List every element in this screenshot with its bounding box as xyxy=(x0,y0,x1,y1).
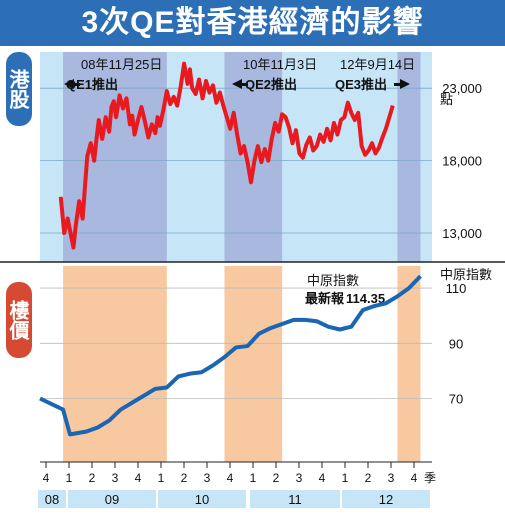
quarter-tick-label: 1 xyxy=(66,471,73,485)
stock-ytick-label: 18,000 xyxy=(442,154,482,169)
qe2-label: QE2推出 xyxy=(245,77,297,92)
quarter-tick-label: 4 xyxy=(319,471,326,485)
qe3-arrow-right-icon xyxy=(394,79,410,89)
stocks-tab-label: 港股 xyxy=(6,52,32,126)
year-band xyxy=(38,490,66,508)
quarter-tick-label: 2 xyxy=(365,471,372,485)
quarter-tick-label: 4 xyxy=(135,471,142,485)
year-label: 12 xyxy=(379,492,393,507)
quarter-tick-label: 1 xyxy=(158,471,165,485)
property-annotation-title: 中原指數 xyxy=(307,273,359,288)
property-annotation-label: 最新報 xyxy=(305,291,345,306)
quarter-tick-label: 4 xyxy=(43,471,50,485)
qe1-label: QE1推出 xyxy=(66,77,118,92)
qe-period-shade-property xyxy=(224,266,283,462)
quarter-tick-label: 3 xyxy=(388,471,395,485)
qe2-arrow-left-icon xyxy=(232,79,248,89)
quarter-tick-label: 2 xyxy=(273,471,280,485)
property-ytick-label: 90 xyxy=(449,336,463,351)
year-label: 11 xyxy=(288,492,302,507)
property-ytick-label: 110 xyxy=(446,281,467,296)
stock-unit-label: 點 xyxy=(440,92,453,107)
quarter-tick-label: 1 xyxy=(250,471,257,485)
property-unit-label: 中原指數 xyxy=(440,267,492,282)
qe3-date: 12年9月14日 xyxy=(340,57,415,72)
quarter-tick-label: 4 xyxy=(227,471,234,485)
property-ytick-label: 70 xyxy=(449,392,463,407)
qe-period-shade-stock xyxy=(397,52,421,262)
year-band xyxy=(250,490,340,508)
quarter-tick-label: 3 xyxy=(296,471,303,485)
qe1-arrow-left-icon xyxy=(64,79,80,89)
quarter-tick-label: 1 xyxy=(342,471,349,485)
stock-ytick-label: 23,000 xyxy=(442,81,482,96)
quarter-tick-label: 4 xyxy=(411,471,418,485)
page-title: 3次QE對香港經濟的影響 xyxy=(0,0,505,46)
qe-period-shade-property xyxy=(63,266,167,462)
year-label: 09 xyxy=(105,492,119,507)
year-band xyxy=(342,490,430,508)
quarter-tick-label: 2 xyxy=(181,471,188,485)
property-tab-label: 樓價 xyxy=(6,282,32,358)
stock-ytick-label: 13,000 xyxy=(442,226,482,241)
qe-period-shade-property xyxy=(397,266,421,462)
qe1-date: 08年11月25日 xyxy=(81,57,162,72)
quarter-tick-label: 3 xyxy=(112,471,119,485)
quarter-tick-label: 2 xyxy=(89,471,96,485)
quarter-unit-label: 季 xyxy=(424,471,436,485)
qe3-label: QE3推出 xyxy=(335,77,387,92)
quarter-tick-label: 3 xyxy=(204,471,211,485)
qe2-date: 10年11月3日 xyxy=(243,57,317,72)
property-annotation-value: 114.35 xyxy=(346,291,385,306)
year-label: 10 xyxy=(195,492,209,507)
year-band xyxy=(68,490,156,508)
qe-period-shade-stock xyxy=(63,52,167,262)
year-label: 08 xyxy=(45,492,59,507)
stock-series-line xyxy=(58,61,395,250)
year-band xyxy=(158,490,246,508)
